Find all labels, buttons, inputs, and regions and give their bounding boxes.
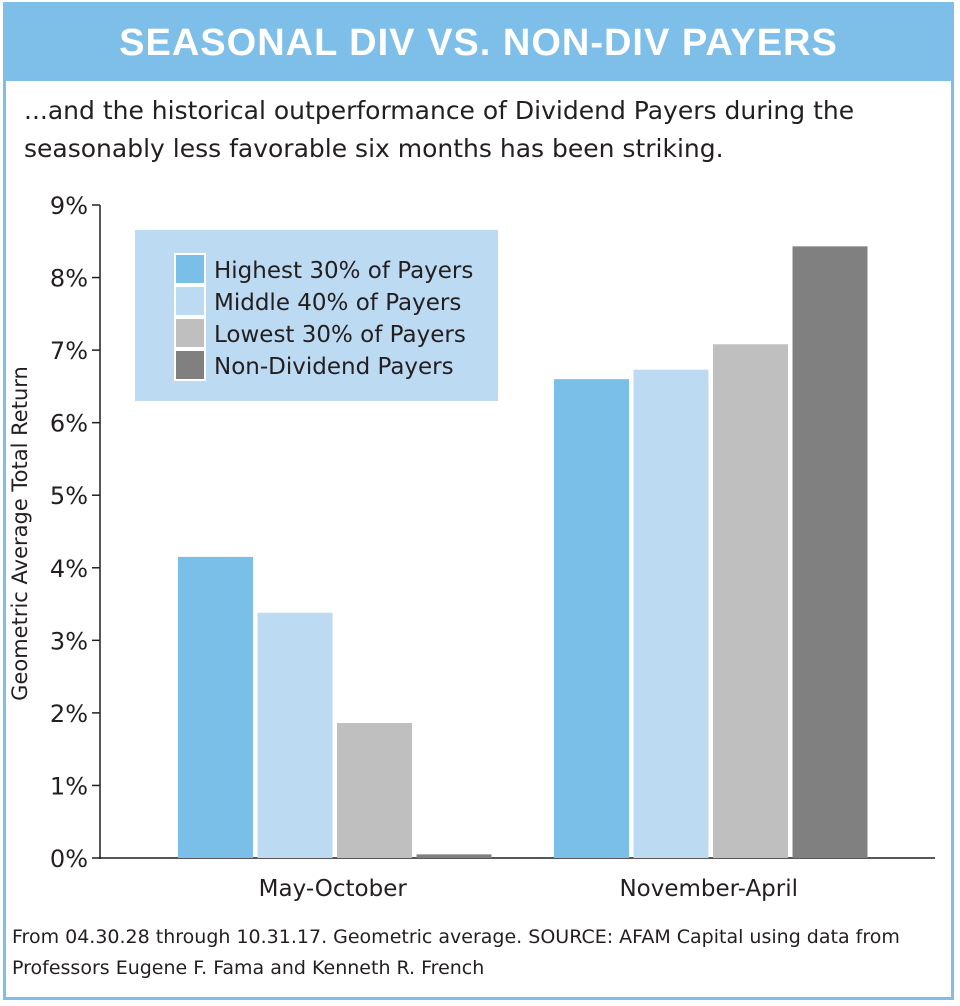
bar bbox=[257, 612, 333, 858]
x-category-label: November-April bbox=[619, 876, 798, 902]
page-title: SEASONAL DIV VS. NON-DIV PAYERS bbox=[119, 21, 838, 64]
bar bbox=[792, 246, 868, 858]
y-tick-label: 9% bbox=[50, 192, 88, 220]
legend-swatch bbox=[174, 253, 206, 285]
legend-label: Highest 30% of Payers bbox=[214, 258, 473, 284]
chart-legend: Highest 30% of Payers Middle 40% of Payer… bbox=[135, 230, 498, 401]
source-footnote: From 04.30.28 through 10.31.17. Geometri… bbox=[12, 926, 900, 979]
bar bbox=[416, 854, 492, 858]
legend-swatch bbox=[174, 317, 206, 349]
bar bbox=[713, 344, 788, 859]
y-tick-label: 1% bbox=[50, 772, 88, 800]
chart-bars bbox=[178, 246, 868, 859]
x-category-label: May-October bbox=[259, 876, 408, 902]
legend-label: Non-Dividend Payers bbox=[214, 354, 454, 380]
y-tick-label: 2% bbox=[50, 700, 88, 728]
y-tick-label: 3% bbox=[50, 627, 88, 655]
legend-label: Lowest 30% of Payers bbox=[214, 322, 466, 348]
bar bbox=[178, 556, 253, 858]
y-axis-title: Geometric Average Total Return bbox=[8, 366, 32, 701]
y-tick-label: 6% bbox=[50, 410, 88, 438]
legend-swatch bbox=[174, 349, 206, 381]
chart-subtitle: ...and the historical outperformance of … bbox=[24, 96, 855, 163]
legend-label: Middle 40% of Payers bbox=[214, 290, 461, 316]
bar bbox=[337, 723, 412, 858]
y-tick-label: 8% bbox=[50, 265, 88, 293]
header-bar: SEASONAL DIV VS. NON-DIV PAYERS bbox=[6, 5, 951, 81]
y-tick-label: 5% bbox=[50, 482, 88, 510]
y-tick-label: 0% bbox=[50, 845, 88, 873]
y-tick-label: 4% bbox=[50, 555, 88, 583]
legend-swatch bbox=[174, 285, 206, 317]
y-tick-label: 7% bbox=[50, 337, 88, 365]
bar bbox=[554, 379, 629, 858]
bar bbox=[633, 369, 709, 858]
